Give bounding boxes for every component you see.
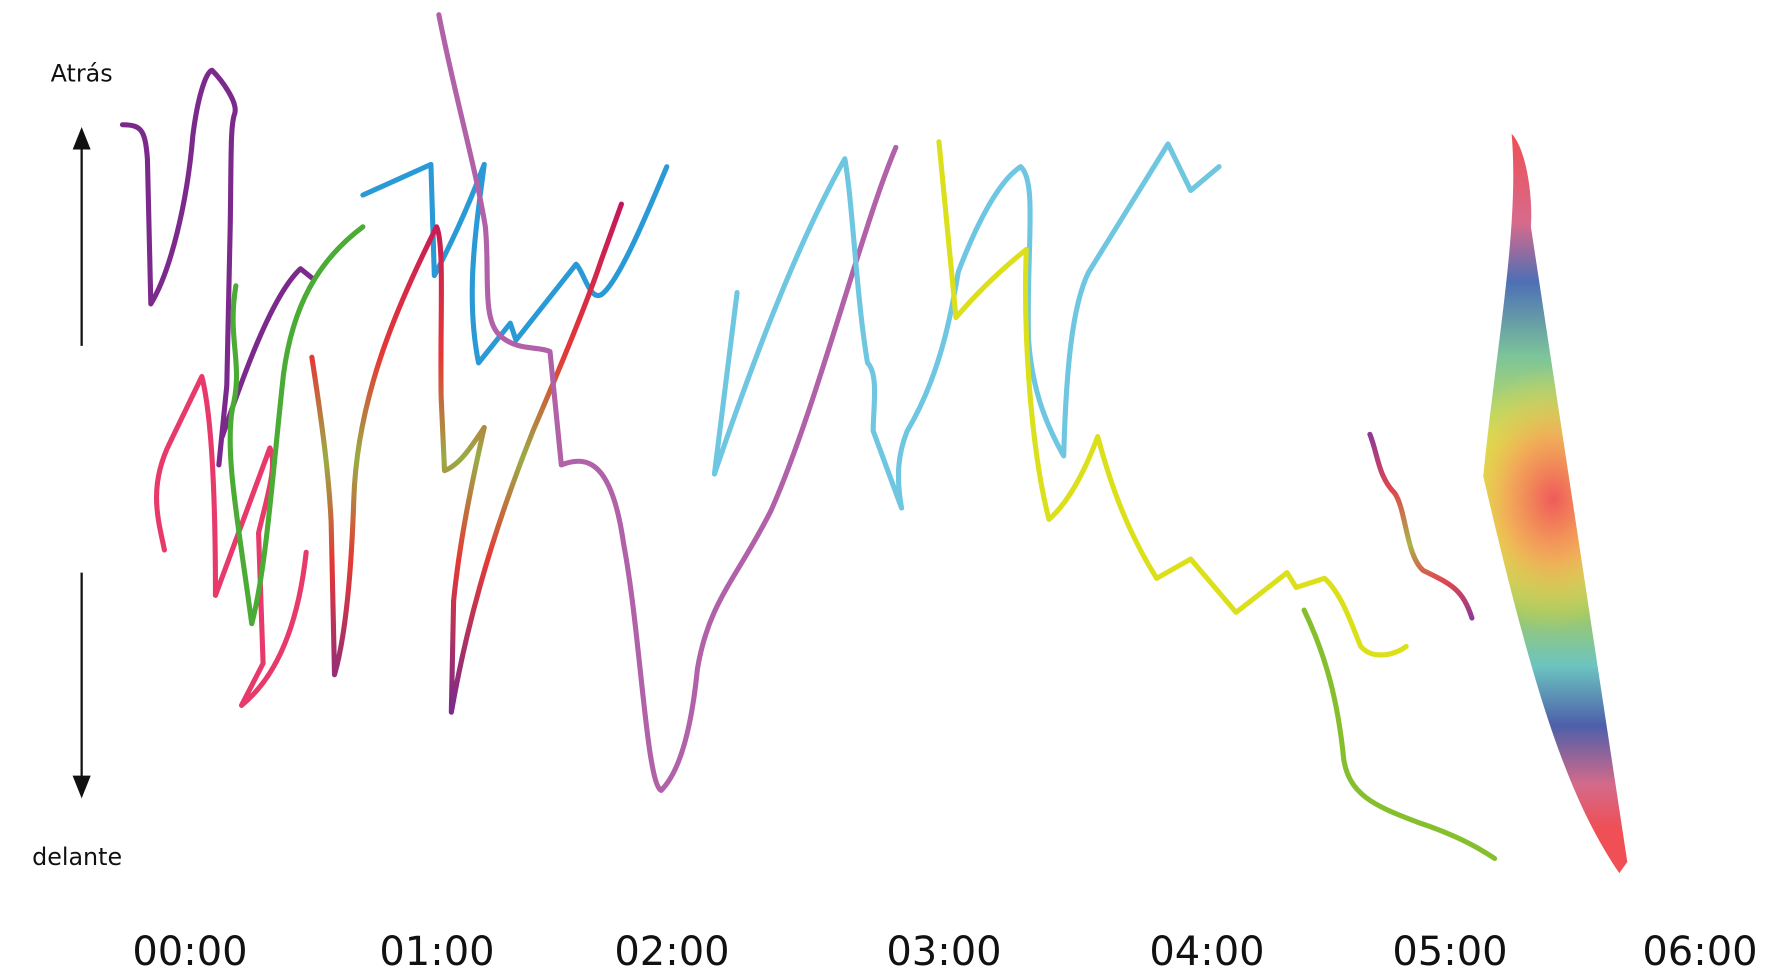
time-label: 04:00 <box>1149 929 1264 975</box>
bottom-label: delante <box>32 843 122 871</box>
time-label: 05:00 <box>1392 929 1507 975</box>
line <box>119 67 238 468</box>
time-label: 02:00 <box>614 929 729 975</box>
time-label: 06:00 <box>1642 929 1757 975</box>
line <box>936 139 1409 658</box>
line <box>436 12 899 793</box>
time-label: 01:00 <box>379 929 494 975</box>
time-label: 03:00 <box>886 929 1001 975</box>
line <box>1367 431 1475 621</box>
line <box>360 161 670 366</box>
leaf-core <box>1483 133 1628 874</box>
line <box>1301 607 1498 861</box>
line <box>711 141 1222 511</box>
drawing: Atrás delante <box>32 12 1628 874</box>
top-label: Atrás <box>51 60 113 88</box>
line <box>309 201 624 715</box>
line <box>227 224 366 627</box>
time-axis: 00:00 01:00 02:00 03:00 04:00 05:00 06:00 <box>132 929 1757 975</box>
time-label: 00:00 <box>132 929 247 975</box>
line <box>153 373 309 708</box>
